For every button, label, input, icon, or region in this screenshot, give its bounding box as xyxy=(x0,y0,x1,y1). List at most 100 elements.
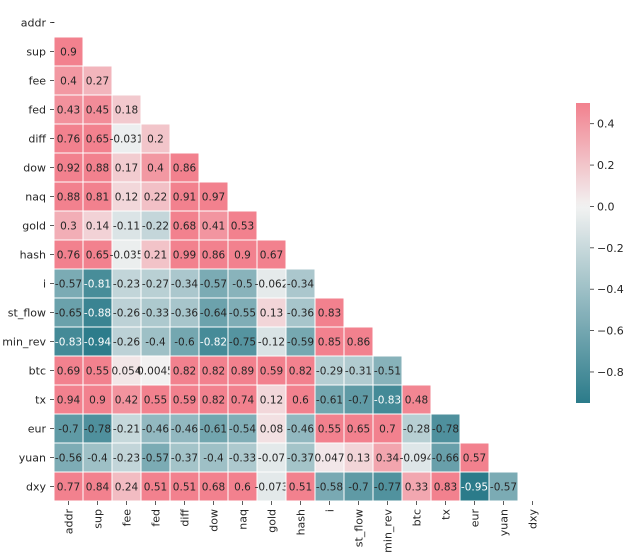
heatmap-cell xyxy=(82,181,113,212)
cell-value-label: 0.4 xyxy=(60,76,77,88)
cell-value-label: -0.57 xyxy=(142,453,169,465)
cell-value-label: 0.77 xyxy=(57,482,80,494)
cell-value-label: 0.08 xyxy=(260,424,283,436)
cell-value-label: 0.9 xyxy=(89,395,106,407)
heatmap-cell xyxy=(111,94,142,125)
x-axis-labels: addr sup fee fed diff dow naq gold hash i st_flow m… xyxy=(63,501,540,553)
cell-value-label: -0.33 xyxy=(229,453,256,465)
y-tick-label: fee xyxy=(29,75,47,88)
cell-value-label: 0.27 xyxy=(86,76,109,88)
cell-value-label: 0.68 xyxy=(173,221,196,233)
cell-value-label: 0.6 xyxy=(292,395,309,407)
cell-value-label: -0.28 xyxy=(403,424,430,436)
heatmap-cell xyxy=(256,297,287,328)
heatmap-cell xyxy=(459,442,490,473)
cell-value-label: -0.073 xyxy=(255,482,289,494)
heatmap-cell xyxy=(111,239,142,270)
cell-value-label: -0.21 xyxy=(113,424,140,436)
cell-value-label: 0.97 xyxy=(202,192,225,204)
heatmap-cell xyxy=(140,123,171,154)
cell-value-label: 0.82 xyxy=(173,366,196,378)
cell-value-label: 0.76 xyxy=(57,134,81,146)
y-tick-label: btc xyxy=(29,365,46,378)
heatmap-cell xyxy=(285,326,316,357)
heatmap-cell xyxy=(430,471,461,502)
cell-value-label: 0.53 xyxy=(231,221,254,233)
cell-value-label: -0.95 xyxy=(461,482,488,494)
cell-value-label: 0.55 xyxy=(318,424,341,436)
cell-value-label: 0.45 xyxy=(86,105,109,117)
cell-value-label: -0.27 xyxy=(142,279,169,291)
cell-value-label: -0.83 xyxy=(374,395,401,407)
cell-value-label: -0.23 xyxy=(113,453,140,465)
x-tick-label: i xyxy=(324,509,337,512)
heatmap-cell xyxy=(198,181,229,212)
heatmap-cell xyxy=(140,297,171,328)
colorbar-tick-label: 0.4 xyxy=(597,118,615,131)
x-tick-label: dxy xyxy=(527,509,540,529)
x-tick-label: yuan xyxy=(498,509,511,536)
cell-value-label: -0.094 xyxy=(400,453,434,465)
y-tick-label: dxy xyxy=(26,481,46,494)
y-tick-label: sup xyxy=(26,46,46,59)
colorbar-tick-label: 0.0 xyxy=(597,200,615,213)
cell-value-label: 0.12 xyxy=(260,395,283,407)
heatmap-cell xyxy=(198,268,229,299)
cell-value-label: -0.37 xyxy=(287,453,314,465)
heatmap-cell xyxy=(372,355,403,386)
cell-value-label: 0.57 xyxy=(463,453,486,465)
cell-value-label: -0.29 xyxy=(316,366,343,378)
cell-value-label: -0.4 xyxy=(145,337,166,349)
heatmap-cell xyxy=(169,181,200,212)
cell-value-label: 0.42 xyxy=(115,395,138,407)
cell-value-label: -0.34 xyxy=(171,279,198,291)
heatmap-cell xyxy=(82,355,113,386)
x-tick-label: min_rev xyxy=(382,509,395,553)
cell-value-label: -0.5 xyxy=(232,279,253,291)
heatmap-cell xyxy=(53,239,84,270)
cell-value-label: -0.57 xyxy=(55,279,82,291)
heatmap-cell xyxy=(227,384,258,415)
x-tick-label: naq xyxy=(237,509,250,530)
cell-value-label: 0.047 xyxy=(314,453,344,465)
diagonal-label: - xyxy=(51,16,55,29)
cell-value-label: -0.31 xyxy=(345,366,372,378)
cell-value-label: 0.83 xyxy=(318,308,341,320)
cell-value-label: -0.26 xyxy=(113,308,140,320)
cell-value-label: -0.37 xyxy=(171,453,198,465)
x-tick-label: fed xyxy=(150,509,163,527)
cell-value-label: 0.86 xyxy=(202,250,226,262)
y-tick-label: dow xyxy=(23,162,46,175)
cell-value-label: -0.46 xyxy=(142,424,169,436)
cell-value-label: -0.57 xyxy=(200,279,227,291)
cell-value-label: -0.88 xyxy=(84,308,111,320)
cell-value-label: 0.83 xyxy=(434,482,457,494)
cell-value-label: 0.51 xyxy=(173,482,196,494)
cell-value-label: 0.41 xyxy=(202,221,225,233)
cell-value-label: 0.85 xyxy=(318,337,341,349)
cell-value-label: -0.77 xyxy=(374,482,401,494)
heatmap-cell xyxy=(285,355,316,386)
heatmap-cells: 0.90.4 0.270.43 0.45 0.180.76 0.65 -0.031 0.20… xyxy=(53,36,519,502)
cell-value-label: -0.51 xyxy=(374,366,401,378)
cell-value-label: -0.6 xyxy=(174,337,195,349)
heatmap-cell xyxy=(285,297,316,328)
cell-value-label: 0.054 xyxy=(111,366,141,378)
cell-value-label: -0.83 xyxy=(55,337,82,349)
cell-value-label: -0.54 xyxy=(229,424,256,436)
heatmap-cell xyxy=(227,413,258,444)
heatmap-cell xyxy=(82,442,113,473)
colorbar-tick-label: 0.2 xyxy=(597,159,615,172)
colorbar: 0.4 0.2 0.0 −0.2 −0.4 −0.6 −0.8 xyxy=(576,103,624,403)
cell-value-label: -0.46 xyxy=(171,424,198,436)
x-tick-label: tx xyxy=(440,509,453,520)
cell-value-label: -0.12 xyxy=(258,337,285,349)
y-tick-label: yuan xyxy=(19,452,46,465)
y-tick-label: tx xyxy=(35,394,46,407)
cell-value-label: 0.2 xyxy=(147,134,164,146)
cell-value-label: -0.56 xyxy=(55,453,82,465)
cell-value-label: 0.43 xyxy=(57,105,80,117)
heatmap-cell xyxy=(111,442,142,473)
heatmap-cell xyxy=(401,384,432,415)
heatmap-cell xyxy=(372,471,403,502)
